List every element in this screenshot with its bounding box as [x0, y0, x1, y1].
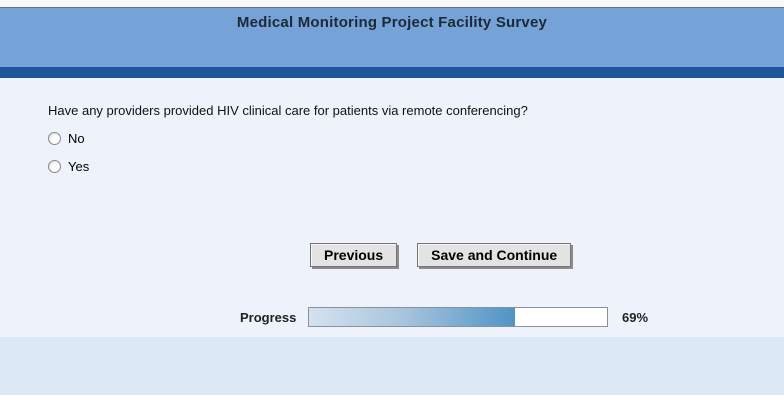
option-row-no[interactable]: No — [48, 131, 784, 146]
save-and-continue-button[interactable]: Save and Continue — [417, 243, 572, 267]
header-banner: Medical Monitoring Project Facility Surv… — [0, 8, 784, 67]
top-strip — [0, 0, 784, 8]
progress-row: Progress 69% — [240, 307, 648, 327]
question-text: Have any providers provided HIV clinical… — [48, 103, 528, 118]
bottom-strip — [0, 395, 784, 402]
radio-group: No Yes — [48, 131, 784, 174]
option-row-yes[interactable]: Yes — [48, 159, 784, 174]
main-content: Have any providers provided HIV clinical… — [0, 78, 784, 337]
page-title: Medical Monitoring Project Facility Surv… — [236, 14, 548, 31]
progress-label: Progress — [240, 309, 297, 325]
previous-button[interactable]: Previous — [310, 243, 398, 267]
radio-no[interactable] — [48, 132, 61, 145]
header-accent-bar — [0, 67, 784, 78]
progress-percent: 69% — [622, 309, 649, 325]
option-label-yes: Yes — [68, 159, 90, 174]
option-label-no: No — [68, 131, 85, 146]
progress-bar-fill — [309, 308, 515, 326]
button-row: Previous Save and Continue — [310, 243, 572, 267]
progress-bar-track — [308, 307, 608, 327]
radio-yes[interactable] — [48, 160, 61, 173]
footer — [0, 337, 784, 395]
